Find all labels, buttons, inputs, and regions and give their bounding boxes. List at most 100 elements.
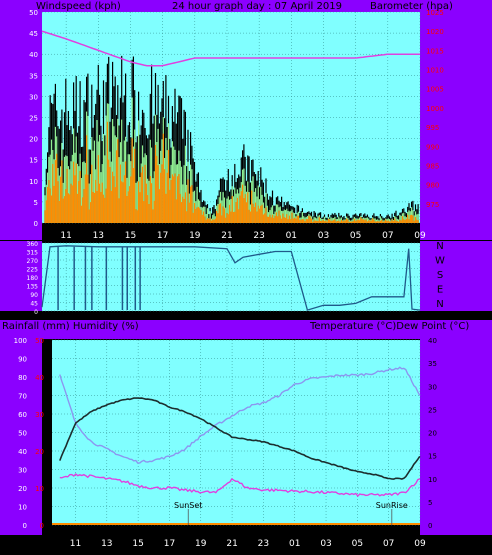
wind-y-tick-label: 45	[29, 30, 38, 38]
humidity-y-tick-label: 0	[23, 522, 27, 530]
temperature-line	[59, 397, 421, 480]
rainfall-y-tick-label: 0	[40, 522, 44, 530]
barometer-y-tick-label: 1020	[426, 28, 444, 36]
x-tick-label-top: 01	[286, 231, 297, 241]
temperature-y-tick-label: 30	[428, 383, 437, 391]
humidity-y-tick-label: 70	[18, 393, 27, 401]
barometer-y-tick-label: 985	[426, 162, 439, 170]
barometer-y-tick-label: 980	[426, 182, 439, 190]
x-tick-label-bottom: 23	[258, 539, 269, 549]
compass-label: S	[437, 270, 443, 281]
x-tick-label-bottom: 19	[195, 539, 207, 549]
temperature-axis-title: Temperature (°C)Dew Point (°C)	[310, 321, 470, 332]
humidity-y-tick-label: 10	[18, 504, 27, 512]
compass-label: N	[436, 241, 443, 252]
x-tick-label-top: 07	[382, 231, 393, 241]
x-tick-label-bottom: 13	[101, 539, 112, 549]
x-tick-label-top: 13	[93, 231, 104, 241]
temperature-y-tick-label: 5	[428, 499, 432, 507]
wind-y-tick-label: 50	[29, 9, 38, 17]
humidity-y-tick-label: 40	[18, 448, 27, 456]
wind-y-tick-label: 0	[34, 220, 38, 228]
wind-y-tick-label: 15	[29, 157, 38, 165]
wind-y-tick-label: 20	[29, 136, 38, 144]
axis-panel	[420, 339, 492, 535]
rainfall-y-tick-label: 20	[35, 448, 44, 456]
wind-y-tick-label: 5	[34, 199, 38, 207]
mid-title-band	[0, 320, 492, 339]
x-tick-label-top: 23	[253, 231, 264, 241]
sunset-label: SunSet	[174, 501, 202, 510]
barometer-line	[41, 30, 420, 67]
wind-direction-line	[41, 245, 421, 311]
humidity-y-tick-label: 80	[18, 374, 27, 382]
wind-low-series	[44, 121, 419, 223]
graph-title: 24 hour graph day : 07 April 2019	[172, 1, 342, 12]
rainfall-y-tick-label: 30	[35, 411, 44, 419]
temperature-y-tick-label: 0	[428, 522, 432, 530]
barometer-axis-title: Barometer (hpa)	[370, 1, 453, 12]
x-tick-label-bottom: 11	[70, 539, 81, 549]
axis-panel	[0, 339, 42, 535]
x-tick-label-bottom: 05	[352, 539, 363, 549]
barometer-y-tick-label: 1015	[426, 47, 444, 55]
temperature-y-tick-label: 25	[428, 406, 437, 414]
x-tick-label-bottom: 03	[320, 539, 331, 549]
humidity-y-tick-label: 60	[18, 411, 27, 419]
x-tick-label-bottom: 15	[132, 539, 143, 549]
barometer-y-tick-label: 990	[426, 143, 439, 151]
x-tick-label-top: 09	[414, 231, 426, 241]
x-tick-label-top: 21	[221, 231, 232, 241]
direction-y-tick-label: 45	[30, 301, 38, 308]
rain-humidity-axis-title: Rainfall (mm) Humidity (%)	[2, 321, 139, 332]
humidity-y-tick-label: 30	[18, 467, 27, 475]
temperature-y-tick-label: 15	[428, 453, 437, 461]
barometer-y-tick-label: 995	[426, 124, 439, 132]
wind-y-tick-label: 25	[29, 115, 38, 123]
rainfall-y-tick-label: 50	[35, 337, 44, 345]
x-tick-label-top: 05	[350, 231, 361, 241]
rainfall-y-tick-label: 10	[35, 485, 44, 493]
direction-y-tick-label: 180	[27, 275, 39, 282]
temperature-y-tick-label: 10	[428, 476, 437, 484]
sunrise-label: SunRise	[376, 501, 408, 510]
direction-y-tick-label: 0	[34, 309, 38, 316]
x-tick-label-top: 19	[189, 231, 201, 241]
barometer-y-tick-label: 975	[426, 201, 439, 209]
temperature-y-tick-label: 40	[428, 337, 437, 345]
wind-y-tick-label: 30	[29, 93, 38, 101]
direction-y-tick-label: 315	[27, 250, 39, 257]
direction-y-tick-label: 90	[30, 292, 38, 299]
compass-label: E	[437, 285, 443, 296]
temperature-y-tick-label: 35	[428, 360, 437, 368]
humidity-line	[59, 366, 421, 464]
compass-label: W	[435, 256, 445, 267]
direction-y-tick-label: 270	[27, 258, 39, 265]
wind-y-tick-label: 10	[29, 178, 38, 186]
temperature-y-tick-label: 20	[428, 430, 437, 438]
rainfall-y-tick-label: 40	[35, 374, 44, 382]
axis-panel	[420, 12, 492, 240]
barometer-y-tick-label: 1000	[426, 105, 444, 113]
top-title-band	[0, 0, 492, 12]
wind-axis-title: Windspeed (kph)	[36, 1, 121, 12]
wind-y-tick-label: 40	[29, 51, 38, 59]
dewpoint-line	[59, 473, 421, 498]
x-tick-label-bottom: 21	[226, 539, 237, 549]
barometer-y-tick-label: 1005	[426, 86, 444, 94]
axis-panel	[0, 12, 42, 240]
x-tick-label-bottom: 01	[289, 539, 300, 549]
humidity-y-tick-label: 100	[14, 337, 27, 345]
barometer-y-tick-label: 1025	[426, 9, 444, 17]
humidity-y-tick-label: 50	[18, 430, 27, 438]
x-tick-label-top: 15	[125, 231, 136, 241]
humidity-y-tick-label: 90	[18, 356, 27, 364]
x-tick-label-bottom: 07	[383, 539, 394, 549]
axis-panel	[420, 241, 492, 311]
axis-panel	[0, 241, 42, 311]
humidity-y-tick-label: 20	[18, 485, 27, 493]
direction-y-tick-label: 225	[27, 267, 39, 274]
x-tick-label-bottom: 09	[414, 539, 426, 549]
compass-label: N	[436, 299, 443, 310]
